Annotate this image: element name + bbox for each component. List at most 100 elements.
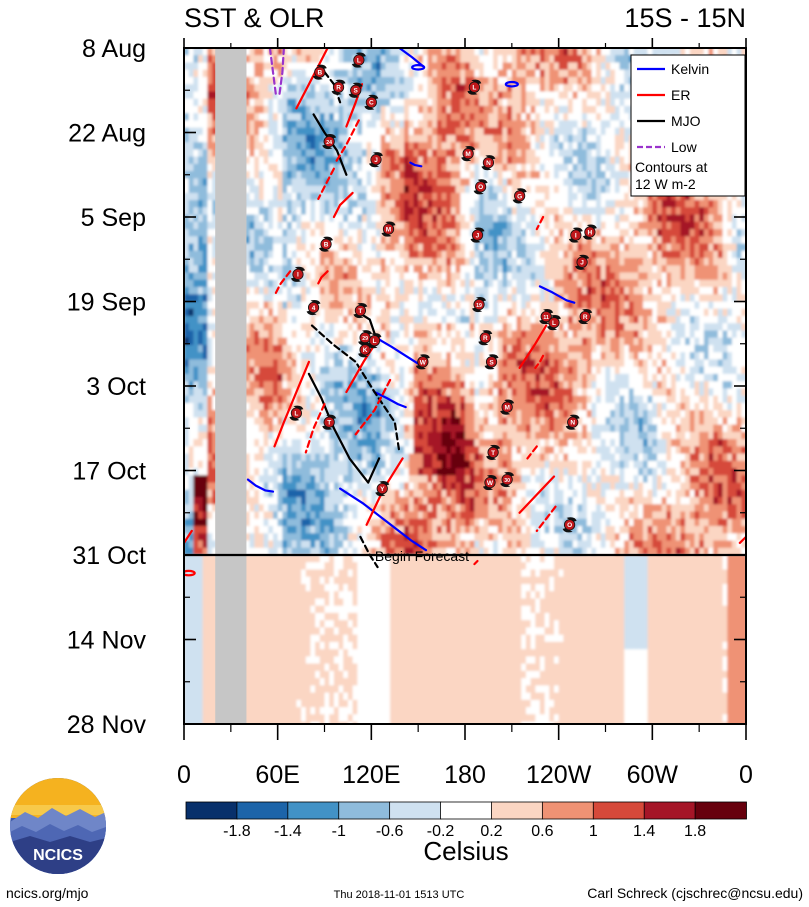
x-tick-label: 60W <box>627 761 679 789</box>
contour-low-38 <box>278 48 285 98</box>
storm-swirl <box>348 93 359 98</box>
legend-label-low: Low <box>671 139 698 155</box>
contour-kelvin-6 <box>373 390 407 409</box>
contour-mjo-10 <box>307 372 381 484</box>
contour-kelvin-5 <box>374 336 420 365</box>
storm-marker: 4 <box>306 299 321 316</box>
y-tick-label: 28 Nov <box>67 711 147 739</box>
storm-swirl <box>310 299 321 305</box>
storm-label: O <box>567 522 572 529</box>
storm-marker: B <box>319 236 334 252</box>
storm-swirl <box>289 416 300 421</box>
colorbar-swatch <box>541 801 595 820</box>
storm-swirl <box>362 330 373 335</box>
storm-swirl <box>568 238 579 243</box>
storm-label: M <box>465 151 470 158</box>
legend-label-er: ER <box>671 87 690 103</box>
storm-dot <box>382 223 395 235</box>
storm-dot <box>501 401 513 413</box>
y-tick-label: 5 Sep <box>81 204 146 232</box>
storm-swirl <box>578 319 589 325</box>
storm-label: M <box>386 226 391 233</box>
contour-er-25 <box>738 535 746 544</box>
storm-marker: R <box>478 330 493 346</box>
y-tick-label: 17 Oct <box>72 458 146 486</box>
storm-swirl <box>290 277 301 282</box>
contour-er-32 <box>354 378 392 436</box>
storm-swirl <box>550 315 561 320</box>
storm-swirl <box>352 82 363 88</box>
storm-swirl <box>312 75 323 80</box>
colorbar-swatch <box>592 801 646 820</box>
storm-label: B <box>317 70 322 77</box>
storm-dot <box>323 135 335 148</box>
storm-swirl <box>482 485 493 491</box>
storm-swirl <box>415 364 426 370</box>
contour-er-18 <box>317 270 329 285</box>
storm-marker: H <box>582 224 597 240</box>
storm-dot <box>320 238 332 250</box>
colorbar-swatch <box>389 801 442 820</box>
storm-marker: 11 <box>539 309 554 325</box>
storm-label: L <box>372 338 376 345</box>
storm-marker: M <box>500 399 515 415</box>
storm-dot <box>514 190 526 202</box>
storm-dot <box>350 84 362 96</box>
x-axis: 0 60E 120E 180 120W 60W 0 <box>177 38 753 789</box>
storm-dot <box>579 310 591 323</box>
storm-label: K <box>363 347 368 354</box>
storm-swirl <box>478 340 489 346</box>
contour-er-31 <box>304 403 326 454</box>
storm-swirl <box>322 144 333 150</box>
storm-swirl <box>326 133 337 139</box>
storm-swirl <box>575 265 586 270</box>
contour-kelvin-0 <box>398 48 424 68</box>
footer-url: ncics.org/mjo <box>6 885 89 901</box>
x-tick-label: 120W <box>526 761 592 789</box>
storm-swirl <box>543 309 554 314</box>
storm-label: R <box>483 335 488 342</box>
storm-swirl <box>319 247 330 252</box>
storm-swirl <box>419 354 430 359</box>
contour-er-29 <box>317 167 335 200</box>
storm-label: J <box>374 157 378 164</box>
storm-marker: L <box>467 79 482 95</box>
storm-marker: W <box>415 354 430 370</box>
storm-label: T <box>327 420 331 427</box>
storm-dot <box>323 416 335 428</box>
storm-label: N <box>486 160 491 167</box>
storm-marker: T <box>353 302 368 319</box>
storm-swirl <box>379 481 390 486</box>
storm-swirl <box>539 319 550 325</box>
storm-swirl <box>368 94 379 100</box>
storm-dot <box>307 301 320 314</box>
contour-er-30 <box>273 270 292 297</box>
storm-swirl <box>504 399 515 405</box>
contour-er-19 <box>273 360 310 448</box>
storm-label: 29 <box>362 336 368 342</box>
contour-er-33 <box>534 354 545 369</box>
storm-dot <box>462 148 474 160</box>
contour-er-27 <box>184 569 196 577</box>
forecast-marker: Begin Forecast <box>184 548 746 564</box>
land-mask <box>215 48 247 724</box>
storm-swirl <box>582 309 593 314</box>
storm-marker: J <box>369 152 384 168</box>
storm-swirl <box>472 307 483 313</box>
storm-swirl <box>486 455 497 460</box>
footer-author: Carl Schreck (cjschrec@ncsu.edu) <box>587 885 803 901</box>
legend-frame <box>630 54 746 197</box>
contour-kelvin-2 <box>411 64 426 71</box>
storm-swirl <box>488 354 499 359</box>
storm-swirl <box>481 165 492 171</box>
storm-swirl <box>465 146 476 151</box>
legend-note: Contours at <box>635 159 707 175</box>
contour-er-36 <box>535 215 545 231</box>
colorbar-label: Celsius <box>423 836 508 866</box>
storm-swirl <box>335 79 346 85</box>
storm-swirl <box>306 310 317 316</box>
contour-er-22 <box>518 324 548 369</box>
storm-dot <box>417 356 429 368</box>
colorbar-swatch <box>287 801 340 820</box>
y-tick-label: 14 Nov <box>67 627 147 655</box>
